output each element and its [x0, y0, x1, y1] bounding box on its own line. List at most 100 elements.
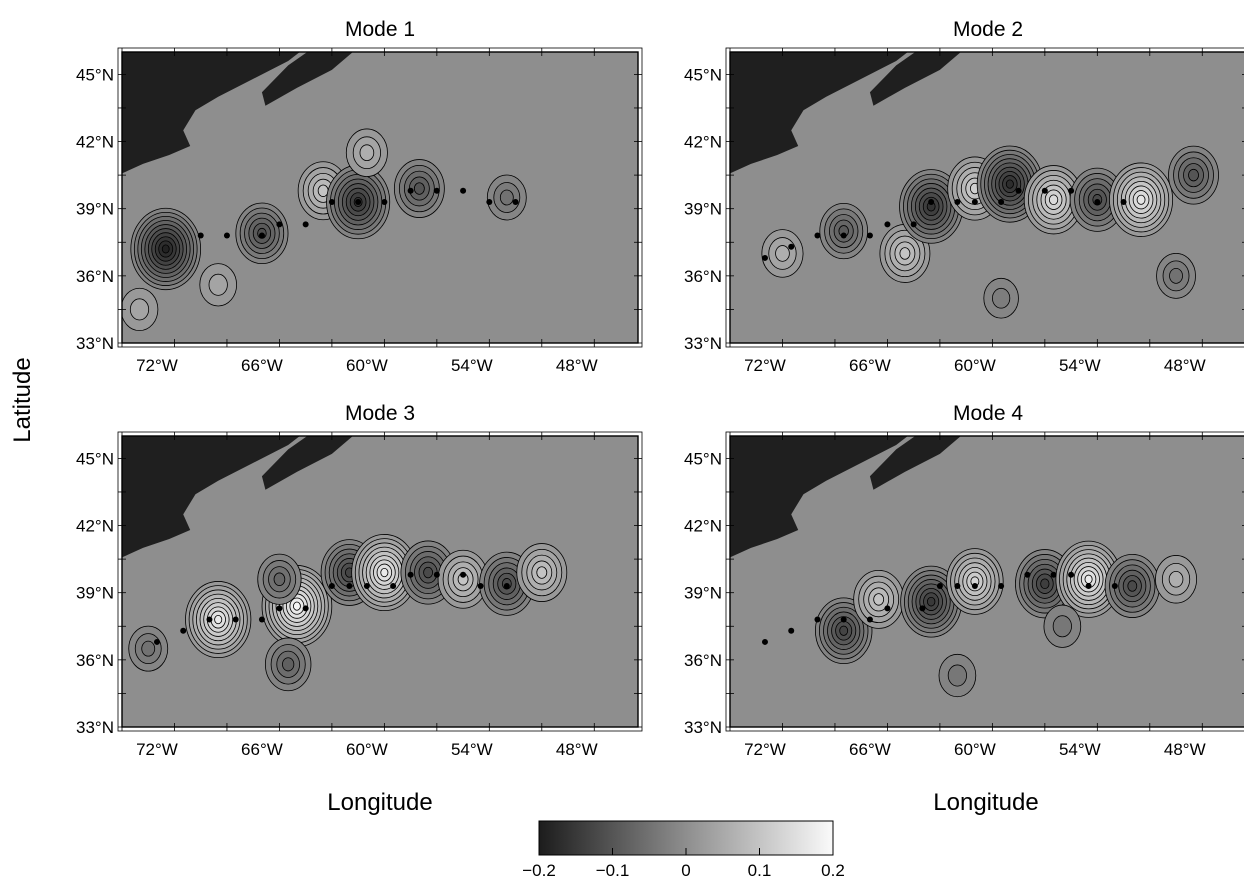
station-dot: [788, 243, 795, 250]
x-tick-label: 60°W: [346, 356, 388, 375]
station-dot: [788, 627, 795, 634]
station-dot: [363, 582, 370, 589]
y-tick-label: 39°N: [76, 584, 114, 603]
x-tick-label: 72°W: [744, 356, 786, 375]
station-dot: [302, 605, 309, 612]
panel-border: [117, 431, 643, 732]
anomaly-feature: [345, 128, 388, 177]
panel-title: Mode 4: [953, 402, 1023, 425]
station-dot: [206, 616, 213, 623]
x-tick-label: 60°W: [346, 740, 388, 759]
x-tick-label: 60°W: [954, 356, 996, 375]
station-dot: [276, 605, 283, 612]
mode-panel-2: Mode 2 72°W 66°W 60°W 54°W 48°W 33°N 36°N 39°N 42…: [684, 18, 1244, 375]
x-tick-label: 72°W: [136, 356, 178, 375]
station-dot: [433, 571, 440, 578]
anomaly-feature: [819, 202, 868, 260]
station-dot: [840, 616, 847, 623]
x-tick-label: 54°W: [451, 356, 493, 375]
anomaly-feature: [1023, 165, 1084, 235]
anomaly-feature: [122, 287, 159, 332]
y-tick-label: 33°N: [76, 718, 114, 737]
panel-border: [117, 47, 643, 348]
station-dot: [477, 582, 484, 589]
station-dot: [1041, 187, 1048, 194]
station-dot: [355, 198, 362, 205]
station-dot: [884, 221, 891, 228]
y-tick-label: 45°N: [76, 449, 114, 468]
y-tick-label: 36°N: [684, 651, 722, 670]
x-tick-label: 66°W: [849, 740, 891, 759]
station-dot: [761, 254, 768, 261]
panel-border: [725, 47, 1244, 348]
station-dot: [761, 638, 768, 645]
colorbar-tick-label: 0: [681, 861, 690, 880]
station-dot: [390, 582, 397, 589]
anomaly-feature: [938, 653, 977, 698]
panel-frame: [729, 51, 1244, 344]
anomaly-feature: [879, 224, 931, 283]
anomaly-feature: [130, 207, 202, 291]
station-dot: [840, 232, 847, 239]
anomaly-feature: [1109, 162, 1174, 237]
station-dot: [276, 221, 283, 228]
station-dot: [197, 232, 204, 239]
x-tick-label: 54°W: [1059, 740, 1101, 759]
station-dot: [928, 198, 935, 205]
land-mass: [730, 436, 908, 558]
station-dot: [954, 198, 961, 205]
anomaly-feature: [1156, 252, 1196, 299]
y-tick-label: 33°N: [684, 718, 722, 737]
station-dot: [328, 198, 335, 205]
x-tick-label: 54°W: [451, 740, 493, 759]
station-dot: [971, 582, 978, 589]
station-dot: [998, 582, 1005, 589]
mode-panel-4: Mode 4 72°W 66°W 60°W 54°W 48°W 33°N 36°N 39°N 42…: [684, 402, 1244, 759]
panel-frame: [121, 51, 639, 344]
anomaly-feature: [486, 174, 527, 221]
station-dot: [919, 605, 926, 612]
y-tick-label: 45°N: [684, 65, 722, 84]
station-dot: [866, 616, 873, 623]
land-mass: [122, 52, 300, 174]
y-tick-label: 42°N: [76, 133, 114, 152]
colorbar: −0.2 −0.1 0 0.1 0.2: [522, 820, 845, 880]
anomaly-feature: [1104, 553, 1160, 618]
colorbar-tick-label: 0.1: [748, 861, 772, 880]
nova-scotia: [869, 436, 961, 490]
mode-panel-1: Mode 1 72°W 66°W 60°W 54°W 48°W 33°N 36°N 39°N 42…: [76, 18, 643, 375]
mode-panel-3: Mode 3 72°W 66°W 60°W 54°W 48°W 33°N 36°N 39°N 42…: [76, 402, 643, 759]
colorbar-tick-label: −0.2: [522, 861, 556, 880]
anomaly-feature: [1015, 549, 1075, 619]
station-dot: [460, 571, 467, 578]
station-dot: [1068, 571, 1075, 578]
station-dot: [503, 582, 510, 589]
anomaly-feature: [899, 169, 964, 244]
x-tick-label: 66°W: [849, 356, 891, 375]
y-tick-label: 36°N: [684, 267, 722, 286]
station-dot: [258, 616, 265, 623]
x-tick-label: 72°W: [744, 740, 786, 759]
station-dot: [328, 582, 335, 589]
y-tick-label: 45°N: [684, 449, 722, 468]
y-tick-label: 36°N: [76, 267, 114, 286]
panel-frame: [729, 435, 1244, 728]
land-mass: [122, 436, 300, 558]
station-dot: [407, 187, 414, 194]
x-axis-title-right: Longitude: [933, 789, 1038, 816]
anomaly-feature: [185, 581, 252, 659]
anomaly-feature: [946, 548, 1004, 615]
y-tick-label: 39°N: [76, 200, 114, 219]
y-tick-label: 42°N: [684, 133, 722, 152]
x-tick-label: 72°W: [136, 740, 178, 759]
panel-frame: [121, 435, 639, 728]
station-dot: [998, 198, 1005, 205]
station-dot: [433, 187, 440, 194]
y-tick-label: 39°N: [684, 200, 722, 219]
y-tick-label: 33°N: [684, 334, 722, 353]
station-dot: [232, 616, 239, 623]
station-dot: [814, 616, 821, 623]
anomaly-feature: [437, 549, 489, 609]
anomaly-feature: [264, 637, 312, 692]
